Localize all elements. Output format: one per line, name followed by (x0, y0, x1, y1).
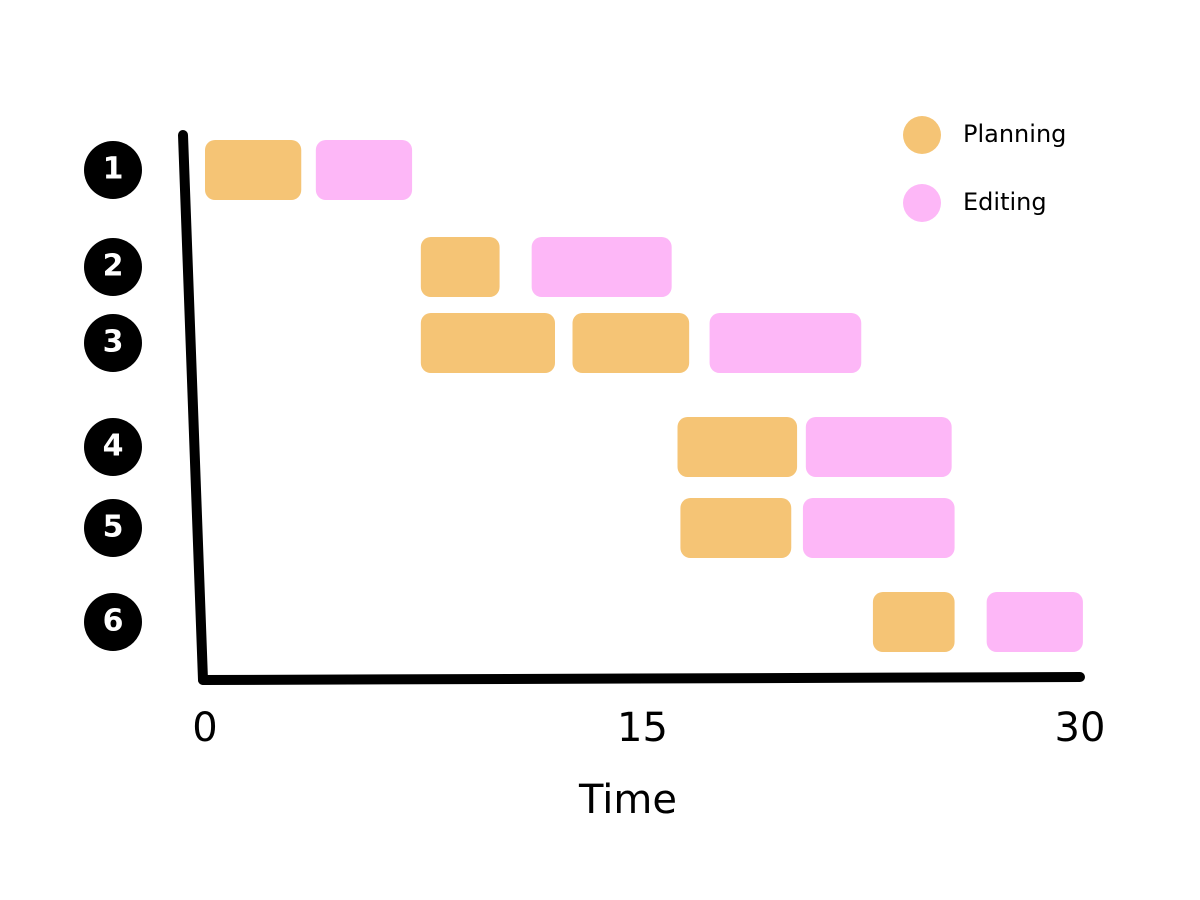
legend-swatch (903, 116, 941, 154)
y-tick-label: 4 (103, 429, 124, 464)
task-bar (315, 140, 413, 200)
y-tick-label: 6 (103, 604, 124, 639)
x-tick-label: 15 (617, 705, 668, 751)
y-tick-label: 1 (103, 152, 124, 187)
legend-swatch (903, 184, 941, 222)
task-bar (986, 592, 1083, 652)
category-badge (84, 418, 142, 476)
category-badge (84, 314, 142, 372)
y-axis (178, 130, 208, 685)
task-bar (572, 313, 690, 373)
legend-label: Planning (963, 120, 1066, 148)
task-bar (709, 313, 862, 373)
y-tick-label: 5 (103, 510, 124, 545)
x-tick-label: 0 (192, 705, 217, 751)
task-bar (420, 313, 555, 373)
x-axis-label: Time (578, 777, 677, 823)
category-badge (84, 593, 142, 651)
task-bar (205, 140, 302, 200)
y-tick-label: 3 (103, 325, 124, 360)
category-badge (84, 141, 142, 199)
legend-label: Editing (963, 188, 1047, 216)
task-bar (872, 592, 955, 652)
task-bar (680, 498, 792, 558)
task-bar (802, 498, 955, 558)
task-bar (805, 417, 952, 477)
x-axis (198, 672, 1085, 685)
category-badge (84, 238, 142, 296)
task-bar (420, 237, 500, 297)
category-badge (84, 499, 142, 557)
y-tick-label: 2 (103, 249, 124, 284)
x-tick-label: 30 (1055, 705, 1106, 751)
task-bar (531, 237, 672, 297)
task-bar (677, 417, 798, 477)
